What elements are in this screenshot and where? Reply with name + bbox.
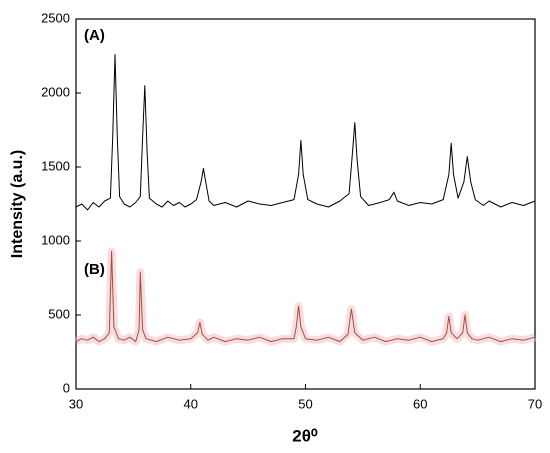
annotation: (A) (84, 27, 105, 44)
x-tick-label: 70 (528, 396, 542, 411)
y-tick-label: 1500 (41, 158, 70, 173)
line-halo (74, 247, 537, 346)
line (75, 54, 536, 211)
x-tick-label: 50 (298, 396, 312, 411)
x-tick-label: 40 (184, 396, 198, 411)
y-tick-label: 0 (63, 380, 70, 395)
annotation: (B) (84, 261, 105, 278)
y-tick-label: 2500 (41, 10, 70, 25)
x-tick-label: 30 (69, 396, 83, 411)
y-tick-label: 2000 (41, 84, 70, 99)
y-tick-label: 500 (48, 306, 70, 321)
y-axis-label: Intensity (a.u.) (9, 150, 26, 258)
y-tick-label: 1000 (41, 232, 70, 247)
line (75, 250, 536, 343)
x-tick-label: 60 (413, 396, 427, 411)
x-axis-label: 2θ⁰ (292, 426, 318, 445)
